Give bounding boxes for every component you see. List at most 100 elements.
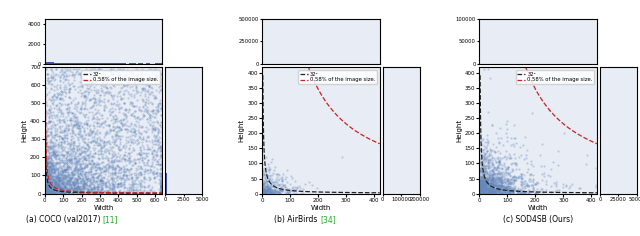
Point [62, 136, 72, 140]
Point [83, 87, 93, 90]
0.58% of the image size. [533, 91, 541, 93]
Point [120, 147, 131, 150]
Point [45, 173, 55, 177]
Point [61, 139, 72, 143]
Point [112, 119, 122, 123]
Point [55, 182, 65, 186]
Point [264, 184, 275, 188]
Point [479, 175, 490, 178]
Point [487, 163, 497, 167]
Point [262, 185, 272, 189]
Point [42, 179, 52, 182]
Point [138, 145, 148, 149]
Point [122, 130, 132, 134]
Point [135, 190, 145, 194]
Point [272, 189, 282, 193]
Point [509, 178, 520, 182]
Point [62, 167, 72, 171]
Point [483, 155, 493, 158]
Point [497, 190, 507, 194]
Point [83, 176, 93, 180]
Point [50, 131, 60, 134]
Point [531, 191, 541, 195]
Point [105, 188, 115, 191]
Bar [129, 63, 131, 64]
Point [266, 187, 276, 190]
Point [156, 123, 166, 127]
Point [60, 154, 70, 157]
Point [99, 165, 109, 169]
Point [110, 166, 120, 170]
Point [267, 188, 277, 192]
Point [49, 79, 60, 82]
Point [133, 172, 143, 175]
Point [267, 180, 277, 184]
Point [477, 182, 488, 185]
Point [477, 176, 488, 179]
Point [46, 190, 56, 194]
Point [150, 127, 160, 131]
Point [40, 181, 50, 185]
Point [107, 191, 117, 194]
Point [483, 157, 493, 161]
Point [110, 81, 120, 84]
Point [42, 188, 52, 192]
Point [113, 159, 123, 163]
Point [85, 84, 95, 88]
Point [118, 174, 128, 178]
Point [486, 190, 497, 193]
Point [493, 190, 504, 193]
Point [481, 181, 492, 185]
Point [284, 183, 294, 186]
Point [262, 191, 272, 195]
Point [123, 190, 133, 194]
Point [86, 167, 96, 171]
Point [494, 184, 504, 187]
Point [493, 188, 503, 192]
Point [62, 167, 72, 171]
Point [40, 135, 51, 139]
Point [50, 191, 60, 195]
Point [147, 130, 157, 134]
Point [47, 189, 58, 193]
Point [155, 171, 165, 175]
Point [112, 164, 122, 168]
Point [114, 165, 124, 169]
Point [264, 190, 274, 194]
Point [140, 185, 150, 189]
Point [147, 126, 157, 130]
Point [143, 127, 153, 131]
Point [40, 186, 51, 190]
Point [131, 188, 141, 192]
Point [53, 188, 63, 192]
Point [527, 183, 537, 187]
Point [45, 188, 56, 192]
Point [61, 69, 71, 73]
Point [44, 160, 54, 164]
Point [44, 191, 54, 195]
Point [484, 169, 494, 173]
Point [475, 148, 485, 152]
Point [63, 180, 73, 183]
Point [474, 177, 484, 181]
Point [90, 74, 100, 78]
Point [481, 192, 491, 195]
Point [111, 130, 121, 134]
Point [52, 157, 63, 161]
Point [128, 182, 138, 186]
Point [477, 182, 487, 186]
Point [497, 184, 508, 188]
Point [503, 171, 513, 175]
Point [70, 187, 81, 191]
Point [141, 97, 151, 101]
Point [476, 182, 486, 186]
Text: [11]: [11] [102, 215, 118, 224]
Point [500, 190, 510, 194]
Point [511, 141, 522, 145]
Point [285, 174, 296, 177]
Point [44, 151, 54, 155]
Point [73, 188, 83, 192]
Point [44, 190, 54, 194]
Point [496, 182, 506, 186]
Point [88, 143, 99, 147]
